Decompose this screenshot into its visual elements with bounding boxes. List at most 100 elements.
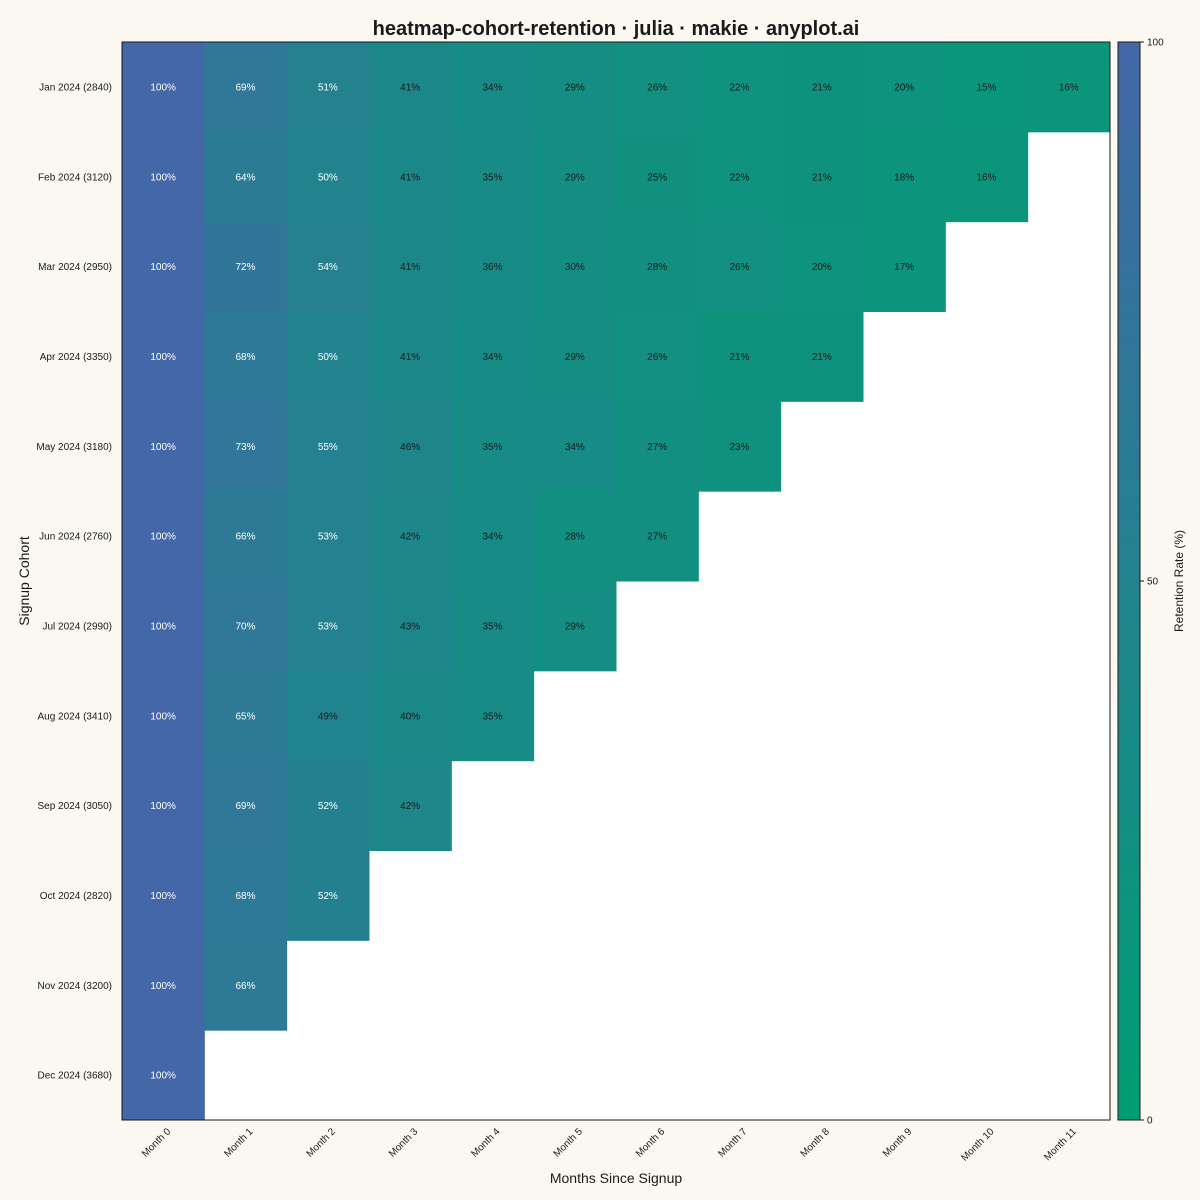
cell-value-label: 21% — [812, 172, 832, 183]
heatmap-cell — [286, 670, 370, 762]
cell-value-label: 21% — [812, 82, 832, 93]
cell-value-label: 54% — [318, 262, 338, 273]
cell-value-label: 35% — [482, 172, 502, 183]
plot-frame — [121, 41, 1111, 1121]
cell-value-label: 66% — [235, 532, 255, 543]
heatmap-cell — [533, 491, 617, 582]
heatmap-cell — [286, 850, 370, 941]
cell-value-label: 42% — [400, 801, 420, 812]
x-tick-label: Month 5 — [552, 1126, 586, 1160]
cell-value-label: 100% — [150, 711, 176, 722]
heatmap-cell — [286, 581, 370, 672]
heatmap-cell — [451, 311, 535, 402]
heatmap-cell — [204, 42, 288, 133]
cell-value-label: 23% — [729, 442, 749, 453]
cell-value-label: 100% — [150, 532, 176, 543]
cell-value-label: 51% — [318, 82, 338, 93]
cell-value-label: 20% — [894, 82, 914, 93]
y-tick-label: Oct 2024 (2820) — [40, 891, 112, 902]
cell-value-label: 34% — [482, 352, 502, 363]
cell-value-label: 36% — [482, 262, 502, 273]
heatmap-cell — [698, 131, 782, 223]
y-tick-label: Jul 2024 (2990) — [43, 621, 113, 632]
colorbar-ticks: 0 50 100 — [1140, 38, 1164, 1127]
heatmap-cell — [616, 221, 699, 312]
cell-value-label: 52% — [318, 891, 338, 902]
y-tick-labels: Jan 2024 (2840) Feb 2024 (3120) Mar 2024 (… — [36, 82, 112, 1081]
heatmap-cell — [533, 221, 617, 312]
heatmap-cell — [780, 42, 864, 133]
cell-value-label: 100% — [150, 621, 176, 632]
heatmap-cell — [122, 131, 205, 223]
cell-value-label: 22% — [729, 172, 749, 183]
heatmap-cell — [122, 1030, 205, 1121]
cell-value-label: 15% — [976, 82, 996, 93]
cell-value-label: 68% — [235, 891, 255, 902]
heatmap-cell — [616, 491, 699, 582]
heatmap-cell — [698, 221, 782, 312]
heatmap-cell — [533, 581, 617, 672]
heatmap-cell — [1027, 42, 1111, 133]
heatmap-cell — [286, 131, 370, 223]
heatmap-cell — [204, 760, 288, 851]
x-tick-label: Month 1 — [222, 1126, 256, 1160]
cell-value-label: 18% — [894, 172, 914, 183]
y-tick-label: Nov 2024 (3200) — [38, 981, 113, 992]
cell-value-label: 28% — [647, 262, 667, 273]
cell-value-label: 70% — [235, 621, 255, 632]
heatmap-cell — [204, 491, 288, 582]
heatmap-cell — [451, 491, 535, 582]
heatmap-cell — [204, 850, 288, 941]
heatmap-cell — [204, 581, 288, 672]
cell-value-label: 30% — [565, 262, 585, 273]
x-tick-label: Month 6 — [634, 1126, 668, 1160]
heatmap-cell — [369, 42, 452, 133]
cell-value-label: 35% — [482, 621, 502, 632]
cell-value-label: 29% — [565, 172, 585, 183]
cell-value-label: 25% — [647, 172, 667, 183]
x-tick-label: Month 2 — [305, 1126, 339, 1160]
cell-value-label: 35% — [482, 711, 502, 722]
heatmap-cell — [616, 401, 699, 492]
colorbar-tick-label: 100 — [1147, 38, 1164, 49]
cell-value-label: 64% — [235, 172, 255, 183]
y-tick-label: Aug 2024 (3410) — [37, 711, 112, 722]
cell-value-label: 65% — [235, 711, 255, 722]
cell-value-label: 100% — [150, 1071, 176, 1082]
heatmap-cell — [369, 221, 452, 312]
heatmap-cell — [945, 131, 1029, 223]
heatmap-cell — [780, 311, 864, 402]
cell-value-label: 100% — [150, 981, 176, 992]
cell-value-label: 41% — [400, 172, 420, 183]
heatmap-cell — [122, 940, 205, 1031]
heatmap-cell — [780, 131, 864, 223]
y-tick-label: Apr 2024 (3350) — [40, 352, 112, 363]
heatmap-cell — [451, 401, 535, 492]
colorbar-tick-label: 0 — [1147, 1116, 1153, 1127]
heatmap-cell — [863, 42, 946, 133]
cell-value-label: 34% — [565, 442, 585, 453]
y-tick-label: Mar 2024 (2950) — [38, 262, 112, 273]
heatmap-cell — [698, 311, 782, 402]
cell-value-label: 100% — [150, 801, 176, 812]
cell-value-label: 72% — [235, 262, 255, 273]
heatmap-cell — [369, 581, 452, 672]
cell-value-label: 40% — [400, 711, 420, 722]
cell-value-label: 100% — [150, 82, 176, 93]
colorbar-title: Retention Rate (%) — [1172, 530, 1186, 632]
heatmap-cell — [616, 42, 699, 133]
cell-value-label: 100% — [150, 442, 176, 453]
cell-value-label: 53% — [318, 621, 338, 632]
heatmap-cell — [451, 581, 535, 672]
heatmap-cell — [286, 491, 370, 582]
x-tick-label: Month 11 — [1042, 1126, 1079, 1163]
cell-value-label: 41% — [400, 82, 420, 93]
heatmap-cell — [204, 940, 288, 1031]
heatmap-cell — [451, 131, 535, 223]
cell-value-label: 52% — [318, 801, 338, 812]
cell-value-label: 22% — [729, 82, 749, 93]
cell-value-label: 27% — [647, 442, 667, 453]
cell-value-label: 41% — [400, 352, 420, 363]
cell-value-label: 100% — [150, 352, 176, 363]
heatmap-cell — [533, 131, 617, 223]
